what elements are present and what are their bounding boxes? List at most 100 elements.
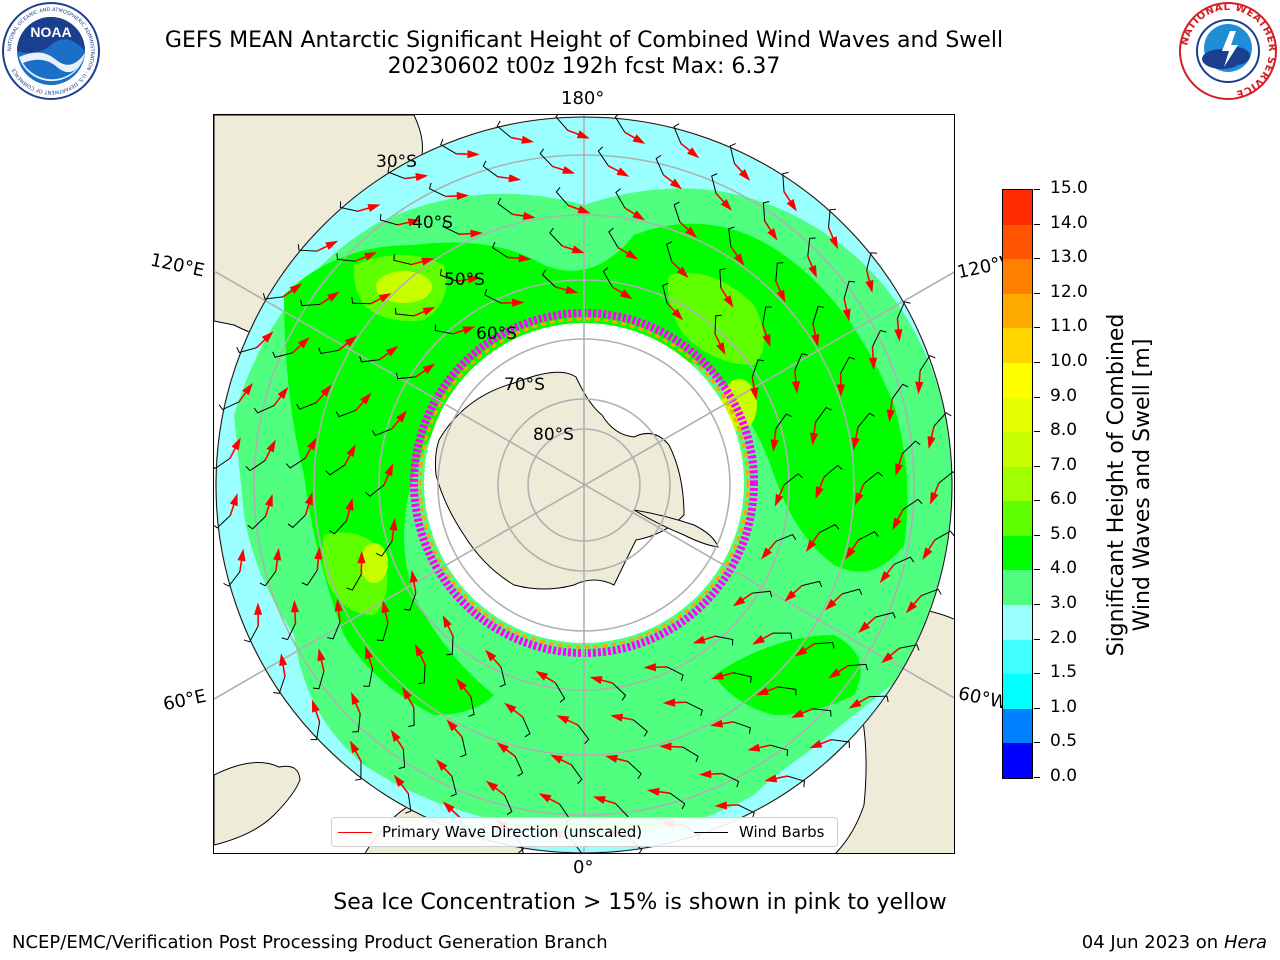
colorbar-tick [1034, 396, 1040, 398]
wave-arrow-head [760, 547, 772, 560]
wind-barb [868, 695, 889, 703]
wave-arrow-head [421, 257, 435, 266]
wind-barb [272, 351, 293, 358]
wind-barb [504, 794, 513, 816]
wind-barb [899, 644, 920, 651]
wave-arrow-head [317, 648, 326, 662]
wind-barb [794, 353, 808, 371]
wind-barb [777, 686, 797, 696]
wave-arrow-head [805, 539, 817, 553]
wave-arrow-head [304, 492, 313, 506]
colorbar-segment [1003, 708, 1032, 744]
wind-barb [775, 413, 792, 429]
wave-arrow-head [794, 646, 808, 657]
colorbar-tick-label: 14.0 [1050, 212, 1088, 233]
wave-arrow-head [929, 491, 939, 505]
wave-arrow-head [381, 600, 390, 614]
wave-arrow-head [646, 787, 660, 796]
wind-barb [823, 464, 843, 478]
wave-arrow-head [485, 780, 499, 792]
wind-barb [555, 682, 566, 703]
colorbar-tick-label: 1.0 [1050, 696, 1078, 717]
wind-barb [259, 570, 277, 587]
wind-barb [491, 241, 508, 258]
wave-arrow-head [762, 334, 771, 348]
wave-arrow-head [334, 598, 343, 612]
wave-arrow-head [344, 335, 357, 347]
colorbar-tick [1034, 604, 1040, 606]
wind-barb [831, 739, 850, 748]
wind-barb [484, 289, 502, 304]
wind-barb [775, 262, 784, 282]
wave-arrow-head [895, 463, 904, 477]
lat-label-60s: 60°S [476, 324, 517, 344]
wave-arrow-head [685, 226, 698, 238]
wave-arrow-head [470, 229, 483, 238]
wave-arrow-head [791, 381, 801, 394]
wind-barb [614, 115, 626, 133]
map-subtitle: 20230602 t00z 192h fcst Max: 6.37 [387, 54, 781, 79]
wave-arrow-head [829, 236, 838, 250]
wave-arrow-head [687, 147, 700, 159]
wave-arrow-head [508, 174, 522, 183]
wind-barb [840, 356, 856, 374]
wind-barb [539, 148, 554, 167]
colorbar-tick-label: 2.0 [1050, 627, 1078, 648]
wind-barb [297, 244, 318, 252]
wind-barb [602, 267, 613, 288]
wave-arrow-head [854, 492, 864, 506]
wave-arrow-head [485, 649, 497, 662]
colorbar-segment [1003, 431, 1032, 467]
wave-arrow-head [565, 285, 579, 294]
wind-barb [733, 721, 751, 734]
wave-arrow-head [266, 439, 276, 453]
wave-arrow-head [892, 517, 902, 531]
wind-barb [442, 220, 460, 235]
wind-barb [346, 574, 362, 591]
wind-barb [857, 412, 875, 428]
wind-barb [318, 347, 339, 355]
wind-barb [312, 671, 325, 690]
wind-barb [570, 764, 583, 784]
noaa-logo-text: NOAA [30, 24, 71, 40]
wave-arrow-head [577, 205, 591, 214]
wave-arrow-head [927, 436, 936, 450]
footer-credit: NCEP/EMC/Verification Post Processing Pr… [12, 932, 608, 953]
wind-barb [737, 804, 755, 819]
colorbar-tick [1034, 742, 1040, 744]
footer-date: 04 Jun 2023 on Hera [1082, 932, 1267, 953]
wave-arrow-head [915, 381, 924, 395]
wave-arrow-head [402, 686, 412, 700]
wind-barb [858, 531, 879, 541]
wave-arrow-head [518, 254, 532, 263]
wave-arrow-head [810, 432, 819, 446]
wind-barb [812, 708, 832, 717]
wind-barb [497, 197, 513, 215]
lon-label-120e: 120°E [148, 249, 207, 282]
wind-barb [814, 641, 835, 649]
colorbar-tick-label: 4.0 [1050, 558, 1078, 579]
wind-barb [354, 761, 362, 781]
wind-barb [772, 632, 793, 640]
wave-arrow-head [733, 253, 745, 266]
polar-map: 30°S 40°S 50°S 60°S 70°S 80°S [213, 114, 955, 854]
wave-arrow-head [605, 754, 619, 763]
wind-barb [405, 793, 412, 814]
colorbar-tick [1034, 189, 1040, 190]
wind-barb [376, 541, 393, 557]
wind-barb [728, 226, 735, 247]
wave-arrow-head [467, 275, 481, 284]
wave-arrow-head [776, 289, 786, 303]
colorbar-tick-label: 9.0 [1050, 385, 1078, 406]
wave-arrow-head [396, 410, 408, 423]
wind-barb [673, 201, 681, 223]
wave-arrow-head [297, 336, 310, 349]
colorbar-tick-label: 1.5 [1050, 662, 1078, 683]
lon-label-180: 180° [561, 88, 605, 109]
colorbar-tick [1034, 638, 1040, 640]
legend-wave-line [338, 832, 372, 833]
wave-arrow-head [770, 439, 779, 453]
colorbar-segment [1003, 569, 1032, 606]
wave-arrow-head [289, 283, 303, 294]
wind-barb [719, 268, 726, 288]
